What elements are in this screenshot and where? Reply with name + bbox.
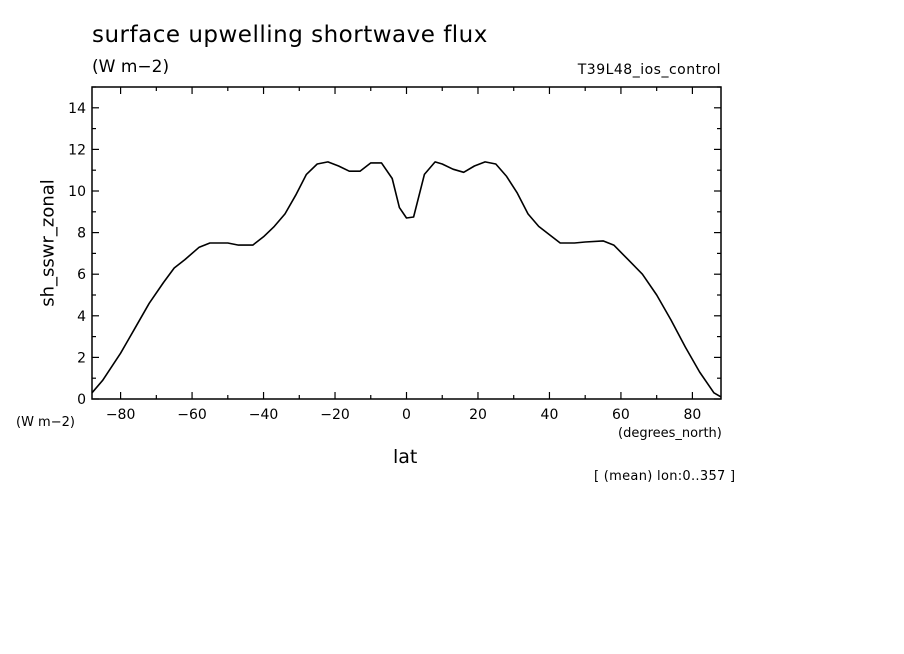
y-tick-label: 6	[77, 267, 86, 283]
y-tick-label: 14	[68, 101, 86, 117]
plot-frame	[91, 86, 722, 400]
x-tick-label: −80	[106, 407, 136, 423]
series-line	[91, 161, 722, 398]
x-tick-label: 60	[612, 407, 630, 423]
x-axis-label: lat	[393, 446, 418, 468]
x-axis-units: (degrees_north)	[618, 426, 722, 441]
x-tick-label: −40	[249, 407, 279, 423]
y-tick-label: 8	[77, 226, 86, 242]
y-tick-label: 4	[77, 309, 86, 325]
x-tick-label: 20	[469, 407, 487, 423]
x-tick-label: −60	[177, 407, 207, 423]
y-axis-units: (W m−2)	[16, 415, 75, 430]
x-tick-label: 0	[402, 407, 411, 423]
y-tick-label: 2	[77, 350, 86, 366]
chart-units: (W m−2)	[92, 57, 170, 77]
averaging-note: [ (mean) lon:0..357 ]	[594, 469, 736, 484]
y-tick-label: 0	[77, 392, 86, 408]
chart-title: surface upwelling shortwave flux	[92, 22, 488, 48]
x-tick-label: 40	[541, 407, 559, 423]
y-tick-label: 12	[68, 142, 86, 158]
run-id: T39L48_ios_control	[577, 62, 721, 78]
x-tick-label: 80	[683, 407, 701, 423]
x-tick-label: −20	[320, 407, 350, 423]
y-tick-label: 10	[68, 184, 86, 200]
